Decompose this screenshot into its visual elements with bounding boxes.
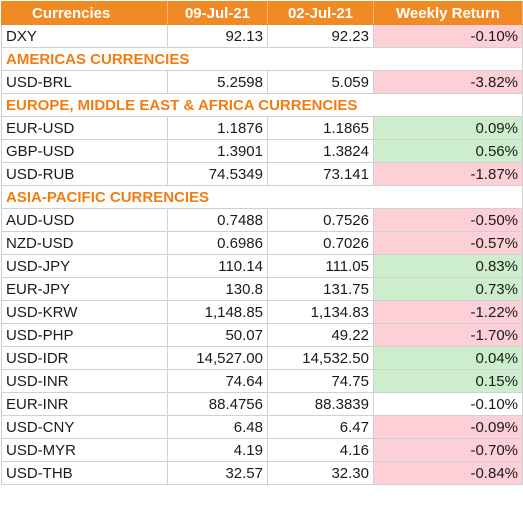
- current-value: 130.8: [167, 277, 268, 301]
- previous-value: 0.7526: [267, 208, 374, 232]
- previous-value: 73.141: [267, 162, 374, 186]
- current-value: 74.64: [167, 369, 268, 393]
- currency-pair: USD-CNY: [1, 415, 168, 439]
- table-row: USD-CNY 6.48 6.47 -0.09%: [1, 415, 523, 439]
- weekly-return: -3.82%: [373, 70, 523, 94]
- header-weekly-return: Weekly Return: [373, 1, 523, 25]
- currency-pair: USD-MYR: [1, 438, 168, 462]
- weekly-return: -0.10%: [373, 24, 523, 48]
- currency-pair: USD-INR: [1, 369, 168, 393]
- current-value: 1.3901: [167, 139, 268, 163]
- previous-value: 1.3824: [267, 139, 374, 163]
- table-row: USD-THB 32.57 32.30 -0.84%: [1, 461, 523, 485]
- weekly-return: 0.83%: [373, 254, 523, 278]
- previous-value: 4.16: [267, 438, 374, 462]
- table-row: USD-KRW 1,148.85 1,134.83 -1.22%: [1, 300, 523, 324]
- current-value: 1,148.85: [167, 300, 268, 324]
- weekly-return: -0.10%: [373, 392, 523, 416]
- currency-pair: DXY: [1, 24, 168, 48]
- previous-value: 1.1865: [267, 116, 374, 140]
- weekly-return: -0.70%: [373, 438, 523, 462]
- previous-value: 92.23: [267, 24, 374, 48]
- table-row: AUD-USD 0.7488 0.7526 -0.50%: [1, 208, 523, 232]
- previous-value: 32.30: [267, 461, 374, 485]
- currency-pair: EUR-INR: [1, 392, 168, 416]
- previous-value: 111.05: [267, 254, 374, 278]
- table-row: GBP-USD 1.3901 1.3824 0.56%: [1, 139, 523, 163]
- current-value: 6.48: [167, 415, 268, 439]
- previous-value: 0.7026: [267, 231, 374, 255]
- table-row: USD-JPY 110.14 111.05 0.83%: [1, 254, 523, 278]
- currency-pair: NZD-USD: [1, 231, 168, 255]
- header-current-date: 09-Jul-21: [167, 1, 268, 25]
- weekly-return: -0.50%: [373, 208, 523, 232]
- weekly-return: 0.15%: [373, 369, 523, 393]
- currency-pair: AUD-USD: [1, 208, 168, 232]
- previous-value: 131.75: [267, 277, 374, 301]
- table-row: USD-RUB 74.5349 73.141 -1.87%: [1, 162, 523, 186]
- section-label: EUROPE, MIDDLE EAST & AFRICA CURRENCIES: [1, 93, 523, 117]
- currency-pair: USD-KRW: [1, 300, 168, 324]
- weekly-return: 0.56%: [373, 139, 523, 163]
- weekly-return: -0.57%: [373, 231, 523, 255]
- currency-pair: USD-THB: [1, 461, 168, 485]
- table-row: EUR-USD 1.1876 1.1865 0.09%: [1, 116, 523, 140]
- header-currencies: Currencies: [1, 1, 168, 25]
- weekly-return: -1.87%: [373, 162, 523, 186]
- weekly-return: 0.73%: [373, 277, 523, 301]
- current-value: 110.14: [167, 254, 268, 278]
- current-value: 50.07: [167, 323, 268, 347]
- weekly-return: 0.04%: [373, 346, 523, 370]
- section-row: AMERICAS CURRENCIES: [1, 47, 523, 71]
- previous-value: 74.75: [267, 369, 374, 393]
- currency-pair: EUR-JPY: [1, 277, 168, 301]
- currency-pair: USD-RUB: [1, 162, 168, 186]
- previous-value: 6.47: [267, 415, 374, 439]
- current-value: 4.19: [167, 438, 268, 462]
- section-row: EUROPE, MIDDLE EAST & AFRICA CURRENCIES: [1, 93, 523, 117]
- previous-value: 14,532.50: [267, 346, 374, 370]
- table-body: Currencies 09-Jul-21 02-Jul-21 Weekly Re…: [1, 1, 523, 485]
- previous-value: 49.22: [267, 323, 374, 347]
- previous-value: 88.3839: [267, 392, 374, 416]
- table-row: DXY 92.13 92.23 -0.10%: [1, 24, 523, 48]
- weekly-return: -1.70%: [373, 323, 523, 347]
- current-value: 1.1876: [167, 116, 268, 140]
- table-row: NZD-USD 0.6986 0.7026 -0.57%: [1, 231, 523, 255]
- section-label: AMERICAS CURRENCIES: [1, 47, 523, 71]
- currency-pair: GBP-USD: [1, 139, 168, 163]
- section-row: ASIA-PACIFIC CURRENCIES: [1, 185, 523, 209]
- current-value: 88.4756: [167, 392, 268, 416]
- previous-value: 1,134.83: [267, 300, 374, 324]
- current-value: 32.57: [167, 461, 268, 485]
- weekly-return: -0.84%: [373, 461, 523, 485]
- section-label: ASIA-PACIFIC CURRENCIES: [1, 185, 523, 209]
- currency-pair: USD-PHP: [1, 323, 168, 347]
- table-row: EUR-JPY 130.8 131.75 0.73%: [1, 277, 523, 301]
- weekly-return: -0.09%: [373, 415, 523, 439]
- previous-value: 5.059: [267, 70, 374, 94]
- current-value: 0.7488: [167, 208, 268, 232]
- table-row: USD-INR 74.64 74.75 0.15%: [1, 369, 523, 393]
- table-row: USD-BRL 5.2598 5.059 -3.82%: [1, 70, 523, 94]
- currency-pair: USD-BRL: [1, 70, 168, 94]
- current-value: 14,527.00: [167, 346, 268, 370]
- currency-pair: USD-JPY: [1, 254, 168, 278]
- table-row: USD-MYR 4.19 4.16 -0.70%: [1, 438, 523, 462]
- currency-pair: USD-IDR: [1, 346, 168, 370]
- table-row: EUR-INR 88.4756 88.3839 -0.10%: [1, 392, 523, 416]
- currency-pair: EUR-USD: [1, 116, 168, 140]
- current-value: 74.5349: [167, 162, 268, 186]
- weekly-return: -1.22%: [373, 300, 523, 324]
- current-value: 5.2598: [167, 70, 268, 94]
- header-previous-date: 02-Jul-21: [267, 1, 374, 25]
- currency-table: Currencies 09-Jul-21 02-Jul-21 Weekly Re…: [1, 1, 523, 485]
- header-row: Currencies 09-Jul-21 02-Jul-21 Weekly Re…: [1, 1, 523, 25]
- current-value: 92.13: [167, 24, 268, 48]
- current-value: 0.6986: [167, 231, 268, 255]
- table-row: USD-PHP 50.07 49.22 -1.70%: [1, 323, 523, 347]
- weekly-return: 0.09%: [373, 116, 523, 140]
- table-row: USD-IDR 14,527.00 14,532.50 0.04%: [1, 346, 523, 370]
